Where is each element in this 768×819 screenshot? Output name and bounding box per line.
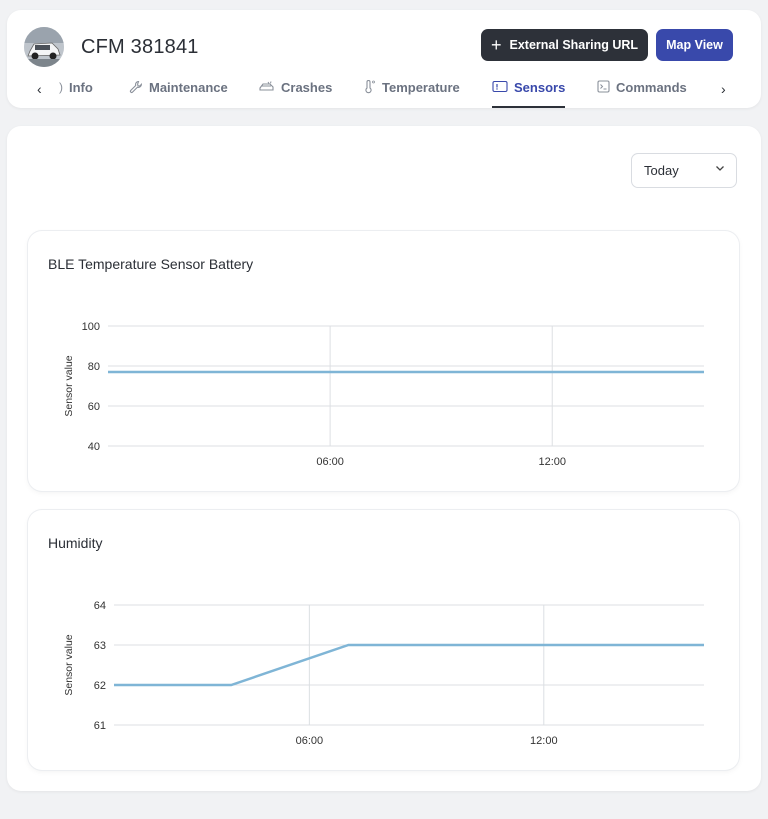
tab-maintenance[interactable]: Maintenance: [129, 80, 228, 108]
date-range-select[interactable]: Today: [631, 153, 737, 188]
tab-temperature-label: Temperature: [382, 80, 460, 95]
tab-sensors[interactable]: Sensors: [492, 80, 566, 108]
tab-sensors-label: Sensors: [514, 80, 566, 95]
vehicle-title: CFM 381841: [81, 36, 199, 58]
chevron-down-icon: [715, 163, 725, 176]
wrench-icon: [129, 80, 143, 97]
tab-commands-label: Commands: [616, 80, 687, 95]
y-tick-label: 62: [94, 680, 106, 692]
vehicle-avatar: [24, 27, 64, 67]
vehicle-header: CFM 381841 + External Sharing URL Map Vi…: [7, 10, 761, 108]
battery-chart-title: BLE Temperature Sensor Battery: [48, 256, 254, 272]
y-tick-label: 64: [94, 600, 106, 612]
y-axis-label: Sensor value: [63, 634, 75, 695]
humidity-chart-title: Humidity: [48, 535, 103, 551]
y-tick-label: 100: [82, 321, 100, 333]
x-tick-label: 12:00: [538, 456, 566, 468]
tab-info[interactable]: ) Info: [59, 80, 93, 108]
plus-icon: +: [491, 35, 502, 55]
y-tick-label: 63: [94, 640, 106, 652]
external-sharing-url-label: External Sharing URL: [509, 38, 639, 52]
date-range-value: Today: [644, 163, 679, 178]
battery-chart: 40 60 80 100 06:00 12:00 Sensor value: [63, 321, 704, 468]
vehicle-photo-icon: [24, 27, 64, 67]
info-icon: ): [59, 80, 63, 94]
map-view-button[interactable]: Map View: [656, 29, 733, 61]
x-tick-label: 12:00: [530, 735, 558, 747]
battery-chart-card: BLE Temperature Sensor Battery 40 60 80 100…: [28, 231, 739, 491]
thermometer-icon: [364, 80, 376, 97]
y-tick-label: 40: [88, 441, 100, 453]
tab-maintenance-label: Maintenance: [149, 80, 228, 95]
sensors-panel: Today BLE Temperature Sensor Battery 40 6…: [7, 126, 761, 791]
y-axis-label: Sensor value: [63, 355, 75, 416]
tab-crashes-label: Crashes: [281, 80, 333, 95]
y-tick-label: 60: [88, 401, 100, 413]
terminal-icon: [597, 80, 610, 96]
tab-bar: ‹ ) Info Maintenance Crashes Temperature: [7, 76, 761, 108]
tab-scroll-right-icon[interactable]: ›: [721, 81, 726, 97]
y-tick-label: 61: [94, 720, 106, 732]
tab-crashes[interactable]: Crashes: [259, 80, 332, 108]
tab-temperature[interactable]: Temperature: [364, 80, 460, 108]
x-tick-label: 06:00: [296, 735, 324, 747]
x-tick-label: 06:00: [316, 456, 344, 468]
tab-scroll-left-icon[interactable]: ‹: [37, 81, 42, 97]
external-sharing-url-button[interactable]: + External Sharing URL: [481, 29, 648, 61]
tab-commands[interactable]: Commands: [597, 80, 687, 108]
sensor-icon: [492, 80, 508, 96]
crash-icon: [259, 80, 275, 97]
humidity-chart: 61 62 63 64 06:00 12:00 Sensor value: [63, 600, 704, 747]
y-tick-label: 80: [88, 361, 100, 373]
series-line: [114, 643, 704, 687]
tab-info-label: Info: [69, 80, 93, 95]
humidity-chart-card: Humidity 61 62 63 64 06:00 12:00 Sensor value: [28, 510, 739, 770]
